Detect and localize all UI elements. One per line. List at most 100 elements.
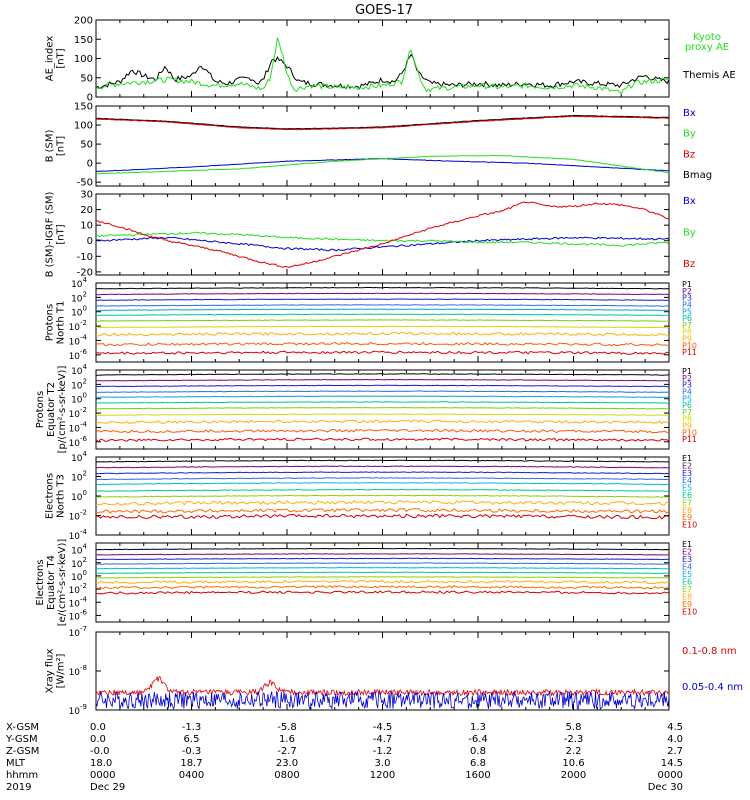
channel-line	[96, 459, 669, 463]
y-tick-label: 0	[87, 236, 93, 247]
footer-value: 10.6	[562, 758, 584, 769]
plot-title: GOES-17	[355, 3, 413, 18]
y-tick-label: 0	[87, 159, 93, 170]
y-axis-label: Equator T2	[46, 382, 57, 437]
channel-label: P11	[682, 435, 697, 444]
y-tick-label: 10-9	[69, 703, 87, 717]
channel-line	[96, 553, 669, 556]
y-tick-label: 104	[71, 543, 87, 557]
channel-label: P7	[682, 321, 692, 330]
channel-line	[96, 413, 669, 416]
y-tick-label: 10-7	[69, 625, 87, 639]
channel-line	[96, 401, 669, 404]
y-tick-exponent: 2	[83, 290, 87, 298]
channel-line	[96, 513, 669, 520]
y-tick-exponent: 4	[83, 450, 88, 458]
channel-label: E2	[682, 548, 692, 557]
channel-label: P5	[682, 307, 692, 316]
y-tick-label: 10-2	[69, 509, 87, 523]
channel-line	[96, 384, 669, 388]
y-tick-exponent: 4	[83, 363, 88, 371]
channel-line	[96, 465, 669, 469]
channel-line	[96, 500, 669, 506]
y-axis-label: Xray flux	[45, 649, 56, 694]
y-tick-label: 100	[71, 392, 87, 406]
footer-value: 3.0	[375, 758, 391, 769]
channel-label: E6	[682, 491, 692, 500]
channel-label: P6	[682, 401, 692, 410]
channel-label: P4	[682, 387, 692, 396]
channel-line	[96, 585, 669, 590]
y-tick-label: 10-6	[69, 435, 88, 449]
y-tick-label: -20	[77, 267, 93, 278]
footer-value: 1200	[370, 770, 395, 781]
channel-line	[96, 562, 669, 565]
channel-line	[96, 428, 669, 434]
panel-frame	[95, 105, 670, 187]
channel-label: P1	[682, 280, 692, 289]
footer-value: -0.0	[90, 746, 110, 757]
channel-label: P6	[682, 314, 692, 323]
channel-line	[96, 437, 669, 443]
y-tick-label: 10-4	[69, 595, 88, 609]
channel-label: P5	[682, 394, 692, 403]
footer-row-label: Z-GSM	[6, 746, 39, 757]
channel-label: E2	[682, 461, 692, 470]
legend-entry: By	[683, 228, 696, 239]
footer-row-label: Y-GSM	[5, 734, 38, 745]
channel-line	[96, 579, 669, 585]
series-line	[96, 37, 669, 95]
xray-series-line	[96, 675, 669, 697]
y-tick-exponent: -2	[80, 509, 87, 517]
channel-label: E3	[682, 555, 692, 564]
footer-value: -4.5	[373, 722, 393, 733]
channel-line	[96, 378, 669, 382]
y-tick-exponent: 2	[83, 470, 87, 478]
channel-line	[96, 319, 669, 322]
footer-value: -1.3	[182, 722, 202, 733]
channel-line	[96, 419, 669, 425]
channel-label: E5	[682, 570, 692, 579]
footer-value: 0800	[274, 770, 299, 781]
y-axis-label: Electrons	[35, 559, 46, 605]
channel-label: E8	[682, 593, 692, 602]
channel-label: P10	[682, 341, 697, 350]
channel-line	[96, 566, 669, 570]
channel-line	[96, 286, 669, 290]
y-tick-label: 102	[71, 556, 87, 570]
y-tick-exponent: -6	[80, 348, 88, 356]
y-tick-label: 10-2	[69, 582, 87, 596]
y-tick-label: 200	[74, 16, 93, 27]
y-tick-label: 20	[80, 205, 93, 216]
panel-frame	[95, 631, 670, 711]
plot-area	[96, 675, 669, 710]
electrons-north-panel: 10-4 10-2 100 102 104 Electrons North T3 E1E2E3…	[45, 450, 698, 542]
footer-value: Dec 30	[648, 782, 683, 793]
y-tick-label: 30	[80, 190, 93, 201]
y-tick-label: 10-6	[69, 348, 88, 362]
channel-line	[96, 482, 669, 486]
channel-label: E10	[682, 608, 697, 617]
footer-value: 0.8	[470, 746, 486, 757]
y-tick-label: 50	[80, 73, 93, 84]
legend-entry: Themis AE	[682, 70, 736, 81]
y-tick-label: 100	[71, 569, 87, 583]
footer-value: 18.7	[180, 758, 202, 769]
channel-label: E5	[682, 484, 692, 493]
y-tick-exponent: -6	[80, 435, 88, 443]
footer-value: 18.0	[90, 758, 112, 769]
footer-value: -1.2	[373, 746, 393, 757]
channel-label: P4	[682, 300, 692, 309]
footer-value: 14.5	[661, 758, 683, 769]
channel-line	[96, 557, 669, 561]
channel-line	[96, 298, 669, 301]
plot-area	[96, 201, 669, 268]
y-tick-exponent: -7	[80, 625, 87, 633]
channel-line	[96, 292, 669, 296]
xray-flux-panel: 10-9 10-8 10-7 Xray flux [W/m²] 0.1-0.8 nm 0.0…	[45, 625, 744, 717]
channel-label: P7	[682, 408, 692, 417]
channel-label: P3	[682, 381, 692, 390]
channel-line	[96, 494, 669, 498]
